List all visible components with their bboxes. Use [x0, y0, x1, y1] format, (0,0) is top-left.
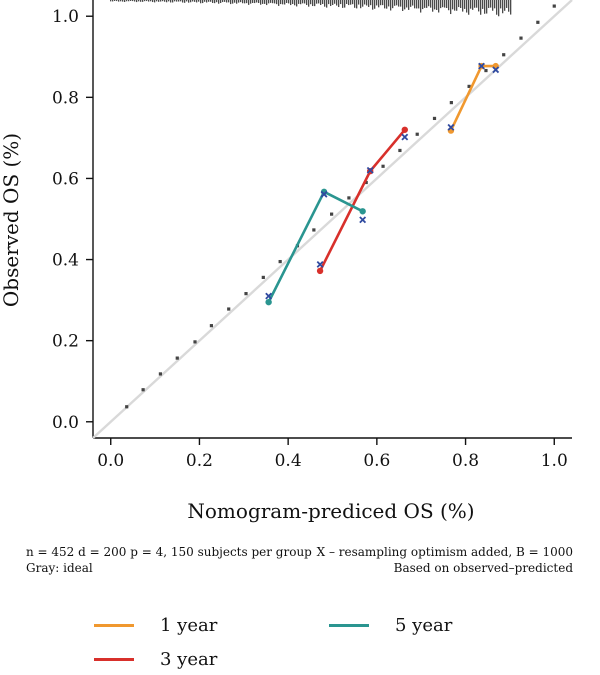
x-tick-label: 0.0 — [97, 451, 124, 471]
legend-swatch-1-year — [94, 624, 134, 627]
corrected-marker-5-year — [265, 292, 273, 300]
apparent-point — [261, 275, 265, 279]
corrected-marker-3-year — [366, 166, 374, 174]
corrected-marker-1-year — [447, 123, 455, 131]
series-point-3-year — [401, 126, 408, 133]
apparent-point — [381, 164, 385, 168]
corrected-marker-stroke — [478, 62, 485, 70]
apparent-point — [125, 405, 129, 409]
apparent-point — [175, 356, 179, 360]
legend-label-1-year: 1 year — [160, 615, 218, 636]
x-tick-label: 1.0 — [541, 451, 568, 471]
corrected-marker-5-year — [320, 190, 328, 198]
apparent-point — [502, 53, 506, 57]
legend-label-5-year: 5 year — [395, 615, 453, 636]
apparent-point — [432, 116, 437, 121]
apparent-point — [364, 180, 368, 185]
apparent-point — [209, 324, 214, 328]
corrected-marker-stroke — [359, 216, 367, 224]
legend-item-3-year: 3 year — [94, 649, 217, 670]
footnote-left: n = 452 d = 200 p = 4, 150 subjects per … — [26, 544, 312, 576]
series-layer — [265, 62, 500, 306]
corrected-marker-stroke — [320, 190, 328, 198]
y-tick-label: 1.0 — [52, 7, 79, 27]
footnote-basis: Based on observed–predicted — [393, 561, 573, 575]
corrected-marker-stroke — [447, 123, 455, 131]
apparent-point — [552, 4, 556, 8]
apparent-point — [278, 259, 282, 264]
rug-histogram — [110, 0, 512, 17]
apparent-point — [519, 36, 523, 40]
footnote-ideal: Gray: ideal — [26, 561, 93, 575]
apparent-point — [449, 101, 453, 105]
plot-frame — [92, 0, 572, 439]
y-tick-label: 0.0 — [52, 413, 79, 433]
apparent-point — [536, 20, 540, 24]
calibration-plot: 0.0 0.2 0.4 0.6 0.8 1.0 0.0 0.2 0.4 0.6 0.8 1.0 Nom… — [0, 0, 573, 523]
y-tick-label: 0.4 — [52, 251, 79, 271]
corrected-marker-1-year — [478, 62, 485, 70]
corrected-marker-3-year — [401, 133, 409, 141]
series-line-3-year — [318, 128, 406, 272]
axis-ticks: 0.0 0.2 0.4 0.6 0.8 1.0 0.0 0.2 0.4 0.6 0.8 1.0 — [52, 7, 568, 471]
corrected-marker-stroke — [366, 166, 374, 174]
x-tick-label: 0.6 — [363, 451, 390, 471]
corrected-marker-stroke — [265, 292, 273, 300]
legend-item-1-year: 1 year — [94, 615, 217, 636]
apparent-point — [347, 196, 351, 200]
y-axis-title: Observed OS (%) — [0, 133, 23, 307]
corrected-marker-3-year — [316, 260, 324, 268]
ideal-line — [92, 0, 573, 439]
series-point-5-year — [359, 208, 366, 215]
footnote-resampling: X – resampling optimism added, B = 1000 — [316, 545, 573, 559]
apparent-point — [330, 212, 334, 216]
corrected-marker-stroke — [401, 133, 409, 141]
corrected-marker-1-year — [492, 66, 500, 74]
series-point-5-year — [265, 298, 272, 306]
apparent-point — [312, 228, 316, 232]
ideal-line-layer — [92, 0, 573, 439]
x-tick-label: 0.2 — [186, 451, 213, 471]
series-point-3-year — [316, 267, 324, 275]
legend-swatch-5-year — [329, 624, 369, 627]
apparent-point — [484, 68, 488, 73]
legend-label-3-year: 3 year — [160, 649, 218, 670]
apparent-point — [158, 372, 163, 376]
apparent-point — [141, 388, 145, 392]
apparent-point — [398, 148, 402, 153]
y-tick-label: 0.2 — [52, 332, 79, 352]
footnote-right: X – resampling optimism added, B = 1000 … — [317, 544, 573, 576]
y-tick-label: 0.6 — [52, 169, 79, 189]
corrected-marker-stroke — [492, 66, 500, 74]
legend-item-5-year: 5 year — [329, 615, 452, 636]
legend-swatch-3-year — [94, 658, 134, 661]
apparent-point — [244, 292, 248, 296]
x-axis-title: Nomogram-prediced OS (%) — [187, 499, 474, 523]
x-tick-label: 0.4 — [275, 451, 302, 471]
x-tick-label: 0.8 — [452, 451, 479, 471]
apparent-point — [227, 307, 231, 311]
apparent-point — [415, 132, 419, 136]
apparent-point — [467, 84, 471, 88]
apparent-point — [193, 340, 197, 344]
y-tick-label: 0.8 — [52, 88, 79, 108]
corrected-marker-stroke — [316, 260, 324, 268]
footnote-sample-info: n = 452 d = 200 p = 4, 150 subjects per … — [26, 545, 312, 559]
series-line-5-year — [267, 190, 364, 303]
corrected-marker-5-year — [359, 216, 367, 224]
